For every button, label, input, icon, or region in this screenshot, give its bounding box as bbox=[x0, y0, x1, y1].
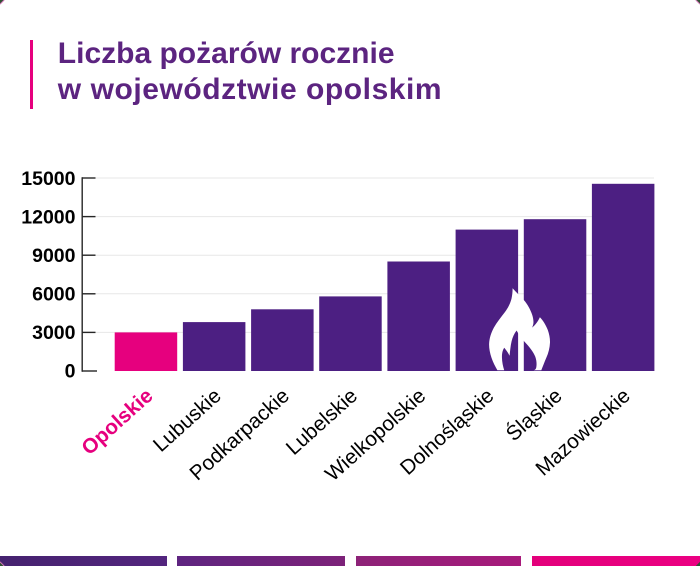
svg-text:6000: 6000 bbox=[32, 284, 76, 306]
svg-text:Śląskie: Śląskie bbox=[501, 383, 567, 445]
svg-text:9000: 9000 bbox=[32, 245, 76, 267]
svg-text:15000: 15000 bbox=[21, 168, 75, 190]
svg-text:12000: 12000 bbox=[21, 206, 75, 228]
svg-text:0: 0 bbox=[65, 361, 76, 383]
svg-text:3000: 3000 bbox=[32, 322, 76, 344]
svg-text:Opolskie: Opolskie bbox=[77, 384, 157, 460]
